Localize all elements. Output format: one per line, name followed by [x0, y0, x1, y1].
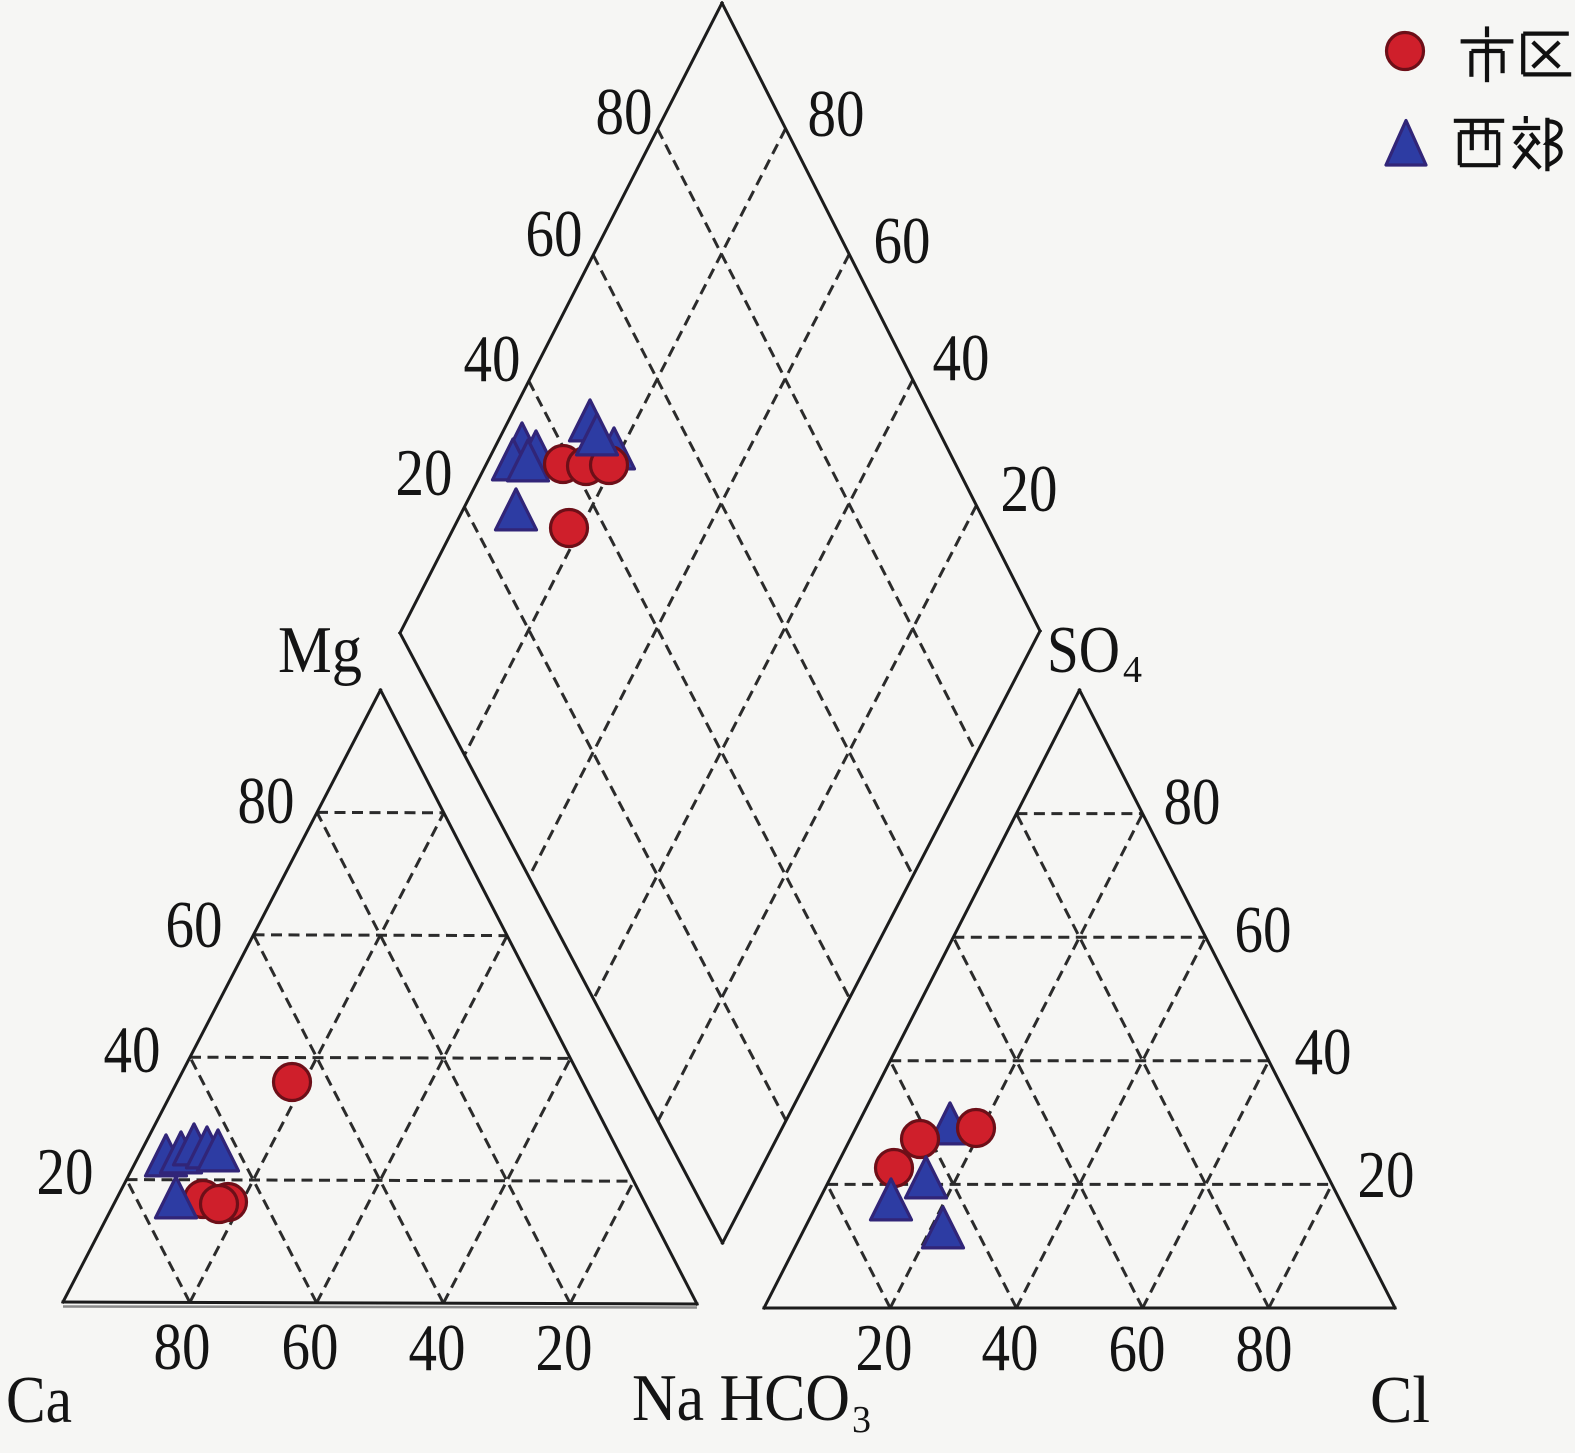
svg-text:60: 60: [166, 888, 223, 962]
svg-text:40: 40: [933, 321, 990, 395]
svg-text:20: 20: [536, 1311, 593, 1385]
svg-text:40: 40: [409, 1311, 466, 1385]
svg-text:60: 60: [282, 1310, 339, 1384]
svg-text:40: 40: [982, 1311, 1039, 1385]
svg-text:Mg: Mg: [278, 613, 362, 687]
svg-text:80: 80: [238, 764, 295, 838]
svg-text:Ca: Ca: [6, 1363, 72, 1437]
svg-text:60: 60: [526, 197, 583, 271]
svg-text:3: 3: [852, 1399, 871, 1441]
svg-text:40: 40: [464, 322, 521, 396]
svg-text:Cl: Cl: [1370, 1363, 1430, 1437]
svg-text:80: 80: [1164, 765, 1221, 839]
svg-text:80: 80: [154, 1310, 211, 1384]
svg-text:80: 80: [808, 77, 865, 151]
svg-text:20: 20: [1001, 452, 1058, 526]
svg-text:80: 80: [596, 75, 653, 149]
svg-text:20: 20: [1358, 1138, 1415, 1212]
svg-text:SO: SO: [1047, 613, 1120, 687]
svg-text:60: 60: [874, 204, 931, 278]
svg-text:40: 40: [104, 1013, 161, 1087]
svg-text:80: 80: [1236, 1312, 1293, 1386]
svg-text:Na HCO: Na HCO: [632, 1361, 850, 1435]
svg-text:20: 20: [856, 1311, 913, 1385]
svg-text:60: 60: [1235, 893, 1292, 967]
svg-text:20: 20: [396, 436, 453, 510]
svg-text:20: 20: [37, 1135, 94, 1209]
svg-text:40: 40: [1295, 1015, 1352, 1089]
svg-text:60: 60: [1109, 1312, 1166, 1386]
svg-text:4: 4: [1123, 649, 1142, 691]
